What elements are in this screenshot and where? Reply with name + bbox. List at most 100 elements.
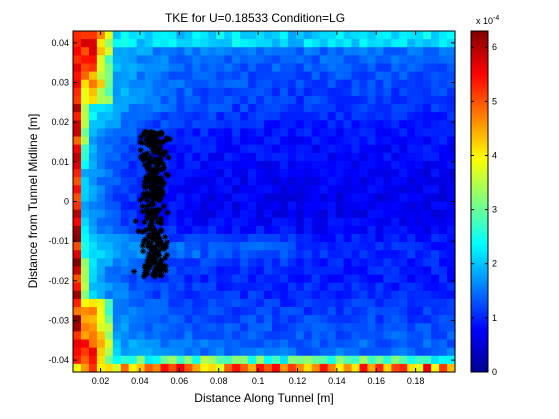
heatmap-cell bbox=[391, 152, 400, 162]
heatmap-cell bbox=[240, 128, 249, 138]
heatmap-cell bbox=[176, 217, 186, 227]
heatmap-cell bbox=[88, 193, 98, 203]
scatter-point bbox=[142, 271, 149, 278]
heatmap-cell bbox=[104, 282, 114, 292]
scatter-point bbox=[149, 176, 156, 183]
heatmap-cell bbox=[439, 250, 448, 259]
heatmap-cell bbox=[192, 79, 201, 89]
scatter-point bbox=[160, 179, 167, 186]
scatter-point bbox=[148, 207, 155, 214]
heatmap-cell bbox=[415, 339, 424, 349]
heatmap-cell bbox=[168, 331, 178, 341]
heatmap-cell bbox=[88, 290, 98, 300]
heatmap-cell bbox=[256, 290, 265, 300]
scatter-point bbox=[158, 131, 165, 138]
heatmap-cell bbox=[240, 233, 249, 243]
heatmap-cell bbox=[232, 274, 241, 284]
scatter-point bbox=[144, 129, 151, 136]
heatmap-cell bbox=[216, 104, 225, 113]
heatmap-cell bbox=[240, 177, 249, 186]
scatter-point bbox=[146, 191, 153, 198]
heatmap-cell bbox=[256, 79, 265, 89]
scatter-point bbox=[152, 271, 159, 278]
heatmap-cell bbox=[73, 323, 82, 333]
scatter-point bbox=[145, 266, 152, 273]
scatter-point bbox=[163, 251, 170, 258]
heatmap-cell bbox=[375, 339, 384, 349]
heatmap-cell bbox=[80, 233, 90, 243]
heatmap-cell bbox=[104, 209, 114, 219]
heatmap-cell bbox=[200, 128, 209, 138]
heatmap-cell bbox=[423, 152, 432, 162]
heatmap-cell bbox=[407, 193, 416, 203]
heatmap-cell bbox=[176, 290, 186, 300]
heatmap-cell bbox=[88, 201, 98, 211]
heatmap-cell bbox=[295, 242, 305, 251]
heatmap-cell bbox=[184, 152, 193, 162]
x-tick-label: 0.16 bbox=[367, 376, 385, 386]
heatmap-cell bbox=[224, 112, 233, 121]
heatmap-cell bbox=[343, 152, 353, 162]
heatmap-cell bbox=[256, 266, 265, 276]
heatmap-cell bbox=[208, 55, 217, 65]
heatmap-cell bbox=[192, 290, 201, 300]
heatmap-cell bbox=[383, 71, 392, 81]
scatter-point bbox=[148, 216, 155, 223]
heatmap-cell bbox=[351, 274, 361, 284]
heatmap-cell bbox=[88, 242, 98, 251]
heatmap-cell bbox=[184, 282, 193, 292]
heatmap-cell bbox=[136, 282, 146, 292]
heatmap-cell bbox=[232, 217, 241, 227]
heatmap-cell bbox=[160, 193, 170, 203]
heatmap-cell bbox=[200, 112, 209, 121]
heatmap-cell bbox=[279, 323, 289, 333]
heatmap-cell bbox=[120, 120, 130, 130]
heatmap-cell bbox=[136, 323, 146, 333]
heatmap-cell bbox=[383, 339, 392, 349]
heatmap-cell bbox=[184, 250, 193, 259]
heatmap-cell bbox=[80, 177, 90, 186]
heatmap-cell bbox=[136, 112, 146, 121]
heatmap-cell bbox=[176, 169, 186, 178]
heatmap-cell bbox=[104, 152, 114, 162]
heatmap-cell bbox=[439, 298, 448, 308]
scatter-point bbox=[141, 264, 148, 271]
heatmap-cell bbox=[367, 55, 377, 65]
heatmap-cell bbox=[391, 55, 400, 65]
heatmap-cell bbox=[319, 290, 329, 300]
heatmap-cell bbox=[367, 209, 377, 219]
heatmap-cell bbox=[73, 169, 82, 178]
heatmap-cell bbox=[208, 112, 217, 121]
scatter-point bbox=[137, 147, 144, 154]
heatmap-cell bbox=[224, 225, 233, 235]
heatmap-cell bbox=[439, 39, 448, 48]
heatmap-cell bbox=[240, 363, 249, 373]
heatmap-cell bbox=[73, 266, 82, 276]
heatmap-cell bbox=[232, 290, 241, 300]
heatmap-cell bbox=[104, 144, 114, 154]
heatmap-cell bbox=[120, 282, 130, 292]
heatmap-cell bbox=[80, 323, 90, 333]
heatmap-cell bbox=[96, 185, 106, 194]
heatmap-cell bbox=[295, 177, 305, 186]
heatmap-cell bbox=[160, 55, 170, 65]
heatmap-cell bbox=[80, 169, 90, 178]
heatmap-cell bbox=[73, 363, 82, 373]
heatmap-cell bbox=[335, 355, 345, 365]
heatmap-cell bbox=[144, 298, 154, 308]
heatmap-cell bbox=[248, 201, 257, 211]
heatmap-cell bbox=[359, 160, 369, 170]
heatmap-cell bbox=[264, 282, 273, 292]
heatmap-cell bbox=[383, 363, 392, 373]
heatmap-cell bbox=[160, 209, 170, 219]
heatmap-cell bbox=[120, 31, 130, 40]
heatmap-cell bbox=[256, 112, 265, 121]
heatmap-cell bbox=[216, 95, 225, 105]
heatmap-cell bbox=[256, 315, 265, 324]
heatmap-cell bbox=[375, 315, 384, 324]
heatmap-cell bbox=[383, 95, 392, 105]
heatmap-cell bbox=[431, 79, 440, 89]
heatmap-cell bbox=[439, 71, 448, 81]
heatmap-cell bbox=[128, 339, 138, 349]
heatmap-cell bbox=[200, 169, 209, 178]
